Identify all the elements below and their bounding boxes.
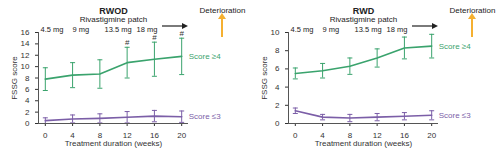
svg-text:13.5 mg: 13.5 mg bbox=[105, 25, 132, 34]
svg-text:14: 14 bbox=[21, 39, 30, 48]
svg-text:4: 4 bbox=[275, 83, 280, 92]
svg-text:16: 16 bbox=[400, 131, 409, 141]
svg-text:20: 20 bbox=[177, 131, 186, 140]
svg-text:0: 0 bbox=[275, 119, 280, 128]
svg-text:FSSG score: FSSG score bbox=[260, 56, 269, 100]
svg-text:Deterioration: Deterioration bbox=[449, 6, 496, 16]
svg-text:6: 6 bbox=[25, 85, 30, 94]
svg-text:12: 12 bbox=[372, 131, 382, 141]
svg-text:#: # bbox=[179, 29, 184, 38]
svg-text:0: 0 bbox=[25, 119, 30, 128]
svg-text:0: 0 bbox=[293, 131, 298, 140]
svg-text:16: 16 bbox=[21, 28, 30, 37]
svg-text:RWD: RWD bbox=[352, 5, 375, 16]
svg-text:Treatment duration (weeks): Treatment duration (weeks) bbox=[315, 139, 413, 148]
svg-text:6: 6 bbox=[275, 64, 280, 73]
svg-text:10: 10 bbox=[21, 62, 30, 71]
svg-text:8: 8 bbox=[25, 74, 30, 83]
svg-text:8: 8 bbox=[97, 131, 103, 141]
svg-text:4.5 mg: 4.5 mg bbox=[291, 25, 314, 34]
svg-text:#: # bbox=[152, 33, 157, 42]
svg-text:Score ≤3: Score ≤3 bbox=[439, 111, 472, 120]
svg-text:12: 12 bbox=[21, 51, 30, 60]
svg-text:12: 12 bbox=[122, 131, 132, 141]
svg-text:18 mg: 18 mg bbox=[387, 25, 408, 34]
svg-text:9 mg: 9 mg bbox=[73, 25, 90, 34]
svg-text:13.5 mg: 13.5 mg bbox=[355, 25, 382, 34]
svg-text:Rivastigmine patch: Rivastigmine patch bbox=[330, 15, 398, 24]
svg-text:4: 4 bbox=[25, 96, 30, 105]
svg-text:20: 20 bbox=[427, 131, 436, 140]
svg-text:Score ≤3: Score ≤3 bbox=[189, 112, 222, 121]
svg-text:8: 8 bbox=[347, 131, 353, 141]
svg-text:Deterioration: Deterioration bbox=[199, 6, 246, 16]
svg-text:2: 2 bbox=[25, 108, 30, 117]
svg-text:FSSG score: FSSG score bbox=[10, 56, 19, 100]
svg-text:8: 8 bbox=[275, 46, 280, 55]
svg-text:Score ≥4: Score ≥4 bbox=[189, 52, 222, 61]
svg-text:Treatment duration (weeks): Treatment duration (weeks) bbox=[65, 139, 163, 148]
svg-text:0: 0 bbox=[43, 131, 48, 140]
svg-text:4: 4 bbox=[320, 131, 325, 141]
svg-text:#: # bbox=[125, 38, 130, 47]
svg-text:RWOD: RWOD bbox=[99, 5, 128, 16]
svg-text:9 mg: 9 mg bbox=[323, 25, 340, 34]
svg-text:18 mg: 18 mg bbox=[137, 25, 158, 34]
svg-text:4: 4 bbox=[70, 131, 75, 141]
svg-text:2: 2 bbox=[275, 101, 280, 110]
svg-text:16: 16 bbox=[150, 131, 159, 141]
svg-text:4.5 mg: 4.5 mg bbox=[41, 25, 64, 34]
svg-text:Rivastigmine patch: Rivastigmine patch bbox=[80, 15, 148, 24]
svg-text:Score ≥4: Score ≥4 bbox=[439, 42, 472, 51]
svg-text:10: 10 bbox=[271, 28, 280, 37]
